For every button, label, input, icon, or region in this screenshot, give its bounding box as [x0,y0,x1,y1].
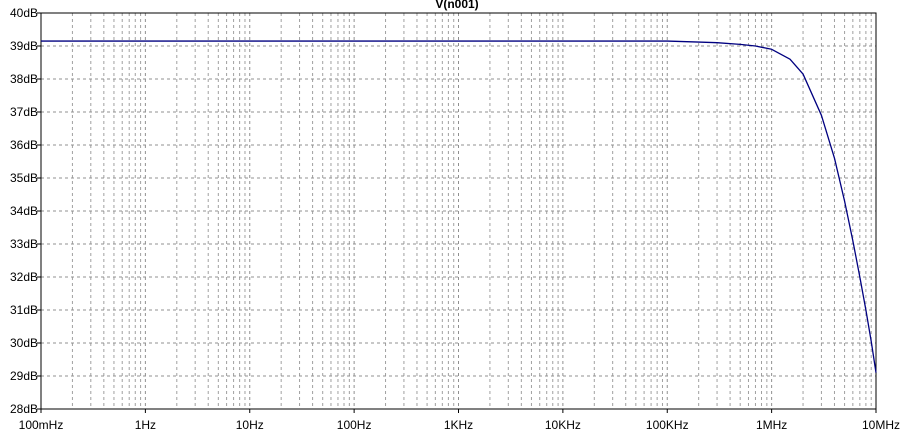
x-tick-label: 100Hz [337,418,372,432]
y-tick-label: 30dB [10,336,38,350]
x-tick-label: 100KHz [646,418,689,432]
x-tick-labels: 100mHz 1Hz 10Hz 100Hz 1KHz 10KHz 100KHz 1MHz 10M… [19,418,900,432]
y-tick-label: 28dB [10,402,38,416]
y-tick-label: 34dB [10,204,38,218]
y-tick-label: 36dB [10,138,38,152]
y-tick-label: 33dB [10,237,38,251]
y-tick-label: 29dB [10,369,38,383]
x-tick-label: 1MHz [756,418,787,432]
x-tick-label: 10MHz [862,418,900,432]
chart-title: V(n001) [435,0,478,11]
y-tick-label: 37dB [10,105,38,119]
series-traces [41,40,877,373]
x-tick-label: 1KHz [444,418,473,432]
y-tick-label: 31dB [10,303,38,317]
x-tick-label: 10KHz [545,418,581,432]
x-tick-label: 1Hz [135,418,156,432]
y-tick-label: 35dB [10,171,38,185]
y-tick-label: 32dB [10,270,38,284]
series-line [41,40,877,373]
y-tick-label: 39dB [10,39,38,53]
grid-lines [40,12,877,410]
y-tick-label: 38dB [10,72,38,86]
y-tick-labels: 40dB 39dB 38dB 37dB 36dB 35dB 34dB 33dB 32dB 31dB… [10,6,38,416]
y-tick-label: 40dB [10,6,38,20]
x-tick-label: 10Hz [236,418,264,432]
plot-frame [37,12,877,413]
x-tick-label: 100mHz [19,418,64,432]
